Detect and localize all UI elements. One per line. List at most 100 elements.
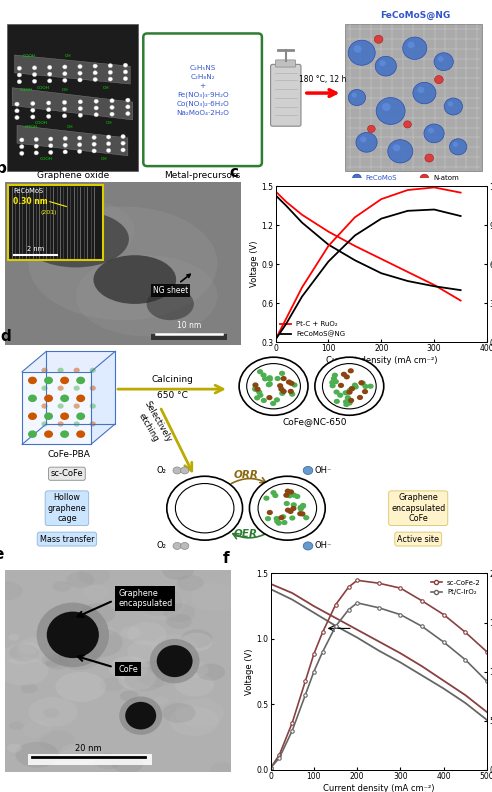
Text: f: f xyxy=(223,550,230,565)
Text: e: e xyxy=(0,547,4,562)
Text: COOH: COOH xyxy=(25,125,38,129)
Text: COOH: COOH xyxy=(34,121,48,125)
Circle shape xyxy=(298,506,304,512)
Circle shape xyxy=(78,78,82,82)
Ellipse shape xyxy=(163,604,195,622)
Circle shape xyxy=(60,430,69,438)
FancyBboxPatch shape xyxy=(8,185,103,260)
Circle shape xyxy=(110,105,114,109)
Circle shape xyxy=(258,483,317,533)
Circle shape xyxy=(78,64,82,69)
Circle shape xyxy=(181,543,189,550)
Ellipse shape xyxy=(45,655,70,669)
Circle shape xyxy=(281,520,287,525)
Circle shape xyxy=(41,367,48,373)
Circle shape xyxy=(288,489,294,494)
Circle shape xyxy=(303,515,309,520)
Circle shape xyxy=(279,371,285,376)
Circle shape xyxy=(74,421,80,427)
Circle shape xyxy=(368,383,373,389)
Circle shape xyxy=(94,106,98,110)
Text: Hollow
graphene
cage: Hollow graphene cage xyxy=(48,493,86,523)
Text: Graphene
encapsulated
CoFe: Graphene encapsulated CoFe xyxy=(391,493,445,523)
FancyBboxPatch shape xyxy=(345,24,482,172)
Circle shape xyxy=(425,154,433,162)
Ellipse shape xyxy=(197,664,225,680)
Circle shape xyxy=(274,519,280,524)
Ellipse shape xyxy=(17,199,135,263)
Ellipse shape xyxy=(42,653,64,667)
Text: 0.30 nm: 0.30 nm xyxy=(13,196,48,206)
Circle shape xyxy=(276,520,282,526)
Ellipse shape xyxy=(43,708,60,718)
Circle shape xyxy=(41,421,48,427)
Ellipse shape xyxy=(76,255,217,337)
Text: 180 °C, 12 h: 180 °C, 12 h xyxy=(300,75,347,84)
Circle shape xyxy=(62,65,67,69)
Text: FeCoMoS: FeCoMoS xyxy=(366,175,397,181)
Ellipse shape xyxy=(152,634,198,662)
Circle shape xyxy=(239,357,308,415)
Ellipse shape xyxy=(120,691,138,702)
Text: COOH: COOH xyxy=(20,88,33,92)
Circle shape xyxy=(167,476,243,540)
Ellipse shape xyxy=(121,627,141,639)
Ellipse shape xyxy=(191,583,239,611)
Text: OH: OH xyxy=(103,86,110,89)
Text: O₂: O₂ xyxy=(157,466,167,475)
Polygon shape xyxy=(91,352,115,444)
Circle shape xyxy=(28,394,37,402)
Circle shape xyxy=(62,78,67,82)
Circle shape xyxy=(330,383,336,388)
Circle shape xyxy=(63,136,67,140)
Ellipse shape xyxy=(127,709,139,716)
Ellipse shape xyxy=(9,644,38,661)
Circle shape xyxy=(334,390,339,394)
Circle shape xyxy=(90,403,96,409)
Ellipse shape xyxy=(9,722,24,730)
Ellipse shape xyxy=(109,657,148,680)
Text: OH⁻: OH⁻ xyxy=(315,542,332,550)
Ellipse shape xyxy=(17,636,62,663)
FancyBboxPatch shape xyxy=(276,60,296,67)
Circle shape xyxy=(17,80,22,84)
Circle shape xyxy=(46,114,51,119)
Circle shape xyxy=(434,53,453,70)
Ellipse shape xyxy=(112,754,143,773)
Circle shape xyxy=(108,63,113,67)
FancyBboxPatch shape xyxy=(7,24,137,172)
Circle shape xyxy=(62,107,67,111)
Circle shape xyxy=(344,375,350,379)
Circle shape xyxy=(303,466,313,474)
Text: OH⁻: OH⁻ xyxy=(315,466,332,475)
Circle shape xyxy=(382,103,391,111)
Circle shape xyxy=(58,367,63,373)
Circle shape xyxy=(108,77,113,81)
Text: b: b xyxy=(0,161,6,176)
Circle shape xyxy=(44,430,53,438)
Circle shape xyxy=(123,63,127,67)
Ellipse shape xyxy=(79,566,110,584)
Circle shape xyxy=(32,73,37,77)
Circle shape xyxy=(90,386,96,390)
Circle shape xyxy=(92,149,96,153)
Circle shape xyxy=(20,145,24,149)
Circle shape xyxy=(44,394,53,402)
Circle shape xyxy=(31,101,35,105)
Ellipse shape xyxy=(118,668,156,690)
Ellipse shape xyxy=(138,591,185,619)
Circle shape xyxy=(291,493,297,497)
Circle shape xyxy=(175,483,234,533)
Ellipse shape xyxy=(169,706,218,736)
Circle shape xyxy=(31,109,35,112)
Text: Active site: Active site xyxy=(397,535,439,543)
Ellipse shape xyxy=(124,667,165,691)
Circle shape xyxy=(48,79,52,83)
Ellipse shape xyxy=(175,673,214,696)
Circle shape xyxy=(78,100,83,104)
Circle shape xyxy=(125,112,130,116)
Circle shape xyxy=(15,109,19,112)
Circle shape xyxy=(315,357,384,415)
Circle shape xyxy=(289,516,295,520)
Ellipse shape xyxy=(210,762,233,776)
